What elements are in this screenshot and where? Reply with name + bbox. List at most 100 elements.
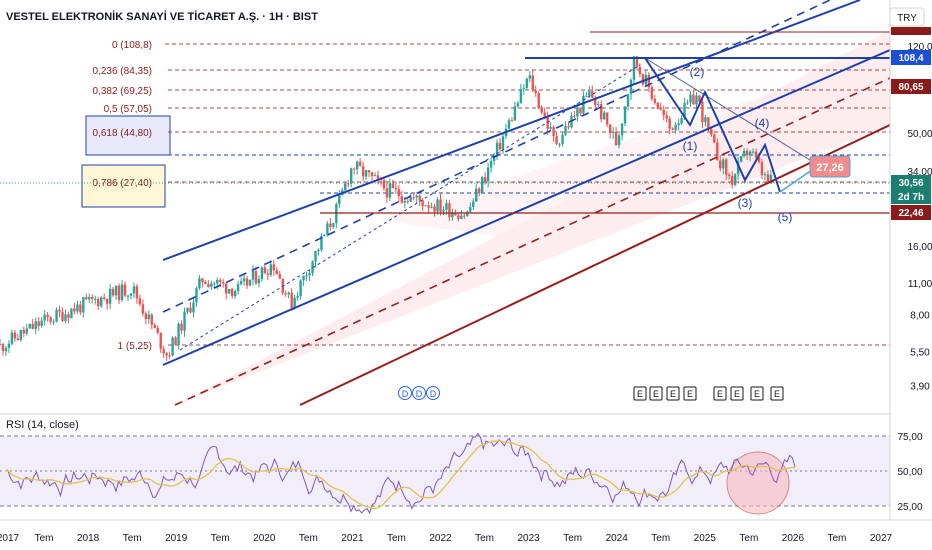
fib-level-label: 0 (108,8) bbox=[112, 40, 152, 51]
candle-body bbox=[707, 117, 710, 129]
wave-label: (3) bbox=[738, 196, 753, 210]
candle-body bbox=[769, 174, 773, 182]
candle-body bbox=[510, 120, 514, 122]
candle-body bbox=[150, 314, 153, 325]
rsi-axis-tick: 50,00 bbox=[897, 467, 922, 478]
channel-fill-layer bbox=[81, 30, 890, 405]
wave-trendline bbox=[644, 57, 811, 161]
candle-body bbox=[227, 288, 231, 294]
candle-body bbox=[99, 297, 103, 307]
channel-lower-line bbox=[162, 49, 891, 366]
candle-body bbox=[728, 174, 731, 176]
candle-body bbox=[129, 293, 133, 296]
candle-body bbox=[739, 156, 743, 162]
dividend-marker[interactable] bbox=[412, 386, 426, 400]
candle-body bbox=[126, 295, 130, 297]
currency-button[interactable] bbox=[889, 7, 925, 27]
candle-body bbox=[421, 200, 424, 206]
candle-body bbox=[174, 337, 177, 345]
time-axis-tick: Tem bbox=[827, 533, 846, 544]
candle-body bbox=[382, 180, 386, 189]
candle-body bbox=[466, 211, 469, 216]
candle-body bbox=[230, 288, 234, 297]
annotation-layer: (1)(2)(3)(4)(5)27,26D D D E E E E E E E E bbox=[398, 65, 851, 401]
dividend-marker[interactable] bbox=[426, 386, 440, 400]
candle-body bbox=[418, 195, 421, 201]
candle-body bbox=[329, 223, 332, 227]
wave-label: (5) bbox=[778, 210, 793, 224]
currency-label: TRY bbox=[897, 13, 917, 24]
elliott-wave-path bbox=[644, 57, 781, 193]
price-badge-label: 80,65 bbox=[898, 82, 923, 93]
candle-body bbox=[260, 267, 264, 280]
price-axis-tick: 50,00 bbox=[907, 129, 932, 140]
candle-body bbox=[73, 308, 76, 312]
price-badge bbox=[891, 205, 931, 220]
candle-body bbox=[409, 197, 412, 202]
wave-label: (1) bbox=[683, 139, 698, 153]
candle-body bbox=[347, 183, 350, 185]
candle-body bbox=[713, 134, 716, 143]
candle-body bbox=[323, 234, 326, 237]
earnings-marker[interactable] bbox=[770, 386, 784, 401]
earnings-marker[interactable] bbox=[683, 386, 697, 401]
earnings-marker[interactable] bbox=[633, 386, 647, 401]
candle-body bbox=[28, 323, 31, 329]
candle-body bbox=[754, 151, 758, 158]
candle-body bbox=[400, 196, 404, 203]
candle-body bbox=[406, 201, 409, 203]
earnings-marker[interactable] bbox=[713, 386, 727, 401]
candle-body bbox=[531, 75, 534, 91]
dividend-marker[interactable] bbox=[398, 386, 412, 400]
candle-body bbox=[748, 151, 752, 156]
candle-body bbox=[287, 292, 290, 295]
fib-level-label: 1 (5,25) bbox=[118, 341, 152, 352]
candle-body bbox=[278, 274, 281, 279]
price-axis-tick: 16,00 bbox=[907, 242, 932, 253]
candle-body bbox=[457, 215, 460, 219]
fib-level-label: 0,382 (69,25) bbox=[93, 86, 153, 97]
candle-body bbox=[19, 329, 23, 340]
candle-body bbox=[25, 328, 28, 334]
candle-body bbox=[763, 174, 767, 176]
candle-body bbox=[602, 112, 606, 120]
earnings-marker[interactable] bbox=[649, 386, 663, 401]
candle-body bbox=[299, 280, 302, 297]
earnings-marker-label: E bbox=[687, 389, 693, 399]
candle-body bbox=[335, 204, 338, 224]
candle-body bbox=[251, 270, 255, 280]
candle-body bbox=[79, 304, 82, 313]
candle-body bbox=[284, 293, 287, 295]
time-axis-tick: 2024 bbox=[606, 533, 629, 544]
dividend-marker-label: D bbox=[416, 389, 423, 399]
candle-body bbox=[210, 283, 213, 287]
time-axis-tick: 2018 bbox=[77, 533, 100, 544]
earnings-marker-label: E bbox=[670, 389, 676, 399]
candle-body bbox=[1, 344, 5, 352]
candle-body bbox=[293, 297, 296, 309]
time-axis-tick: 2020 bbox=[253, 533, 276, 544]
candle-body bbox=[91, 296, 94, 299]
earnings-marker[interactable] bbox=[750, 386, 764, 401]
earnings-marker-label: E bbox=[734, 389, 740, 399]
candle-body bbox=[156, 327, 159, 333]
earnings-marker-label: E bbox=[774, 389, 780, 399]
candle-body bbox=[296, 296, 299, 298]
candle-body bbox=[537, 92, 540, 108]
earnings-marker[interactable] bbox=[730, 386, 744, 401]
price-badge-label: 22,46 bbox=[898, 208, 923, 219]
time-axis-tick: Tem bbox=[387, 533, 406, 544]
channel-upper-line bbox=[162, 0, 861, 261]
candle-body bbox=[138, 298, 142, 305]
candle-body bbox=[477, 188, 481, 194]
earnings-marker[interactable] bbox=[666, 386, 680, 401]
candle-body bbox=[525, 78, 529, 89]
candle-body bbox=[37, 321, 40, 326]
candle-body bbox=[430, 206, 433, 208]
candle-body bbox=[424, 205, 427, 207]
candle-body bbox=[0, 344, 2, 346]
candle-body bbox=[659, 108, 662, 110]
candle-body bbox=[141, 304, 145, 314]
candle-body bbox=[31, 323, 34, 329]
